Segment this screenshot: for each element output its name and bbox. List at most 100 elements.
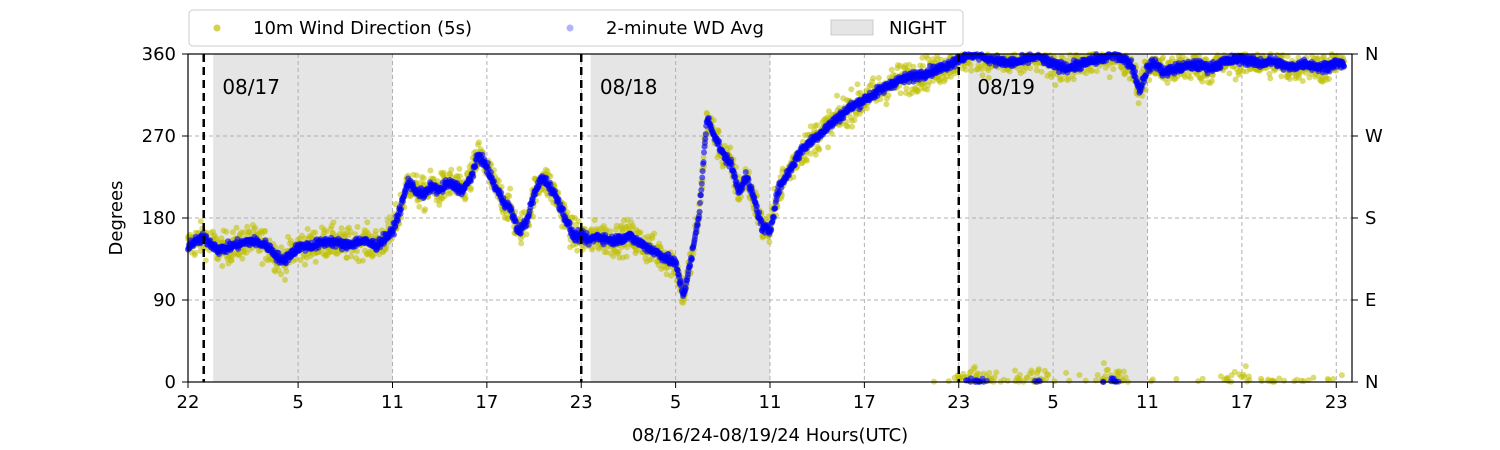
avg-point (699, 174, 706, 181)
raw-point (244, 223, 251, 230)
raw-point (278, 244, 285, 251)
raw-point (422, 206, 429, 213)
raw-point (985, 74, 992, 81)
avg-point (1132, 68, 1139, 75)
raw-point (574, 247, 581, 254)
raw-point (1004, 377, 1011, 384)
avg-point (552, 188, 558, 194)
raw-point (1241, 373, 1247, 380)
raw-point (1016, 371, 1023, 378)
raw-point (1059, 76, 1066, 83)
raw-point (1029, 369, 1036, 376)
avg-point (772, 205, 779, 212)
avg-point (698, 180, 705, 187)
raw-point (1330, 376, 1336, 382)
raw-point (1338, 372, 1345, 379)
raw-point (1266, 70, 1273, 77)
raw-point (1116, 368, 1122, 375)
raw-point (1094, 372, 1101, 378)
avg-point (697, 192, 704, 199)
avg-point (702, 131, 709, 138)
raw-point (1326, 76, 1332, 82)
avg-point (716, 138, 723, 145)
raw-point (710, 117, 717, 124)
raw-point (993, 369, 1000, 376)
raw-point (475, 139, 482, 146)
raw-point (803, 157, 810, 164)
raw-point (633, 247, 640, 253)
avg-point (745, 176, 752, 183)
raw-point (1242, 363, 1249, 370)
raw-point (413, 172, 420, 179)
raw-point (875, 74, 882, 81)
raw-point (192, 249, 199, 256)
avg-point (512, 218, 519, 225)
avg-point (694, 221, 701, 228)
raw-point (304, 226, 311, 232)
avg-point (470, 173, 477, 180)
avg-point (728, 161, 735, 168)
raw-point (637, 229, 644, 236)
raw-point (1299, 78, 1306, 84)
raw-point (338, 225, 345, 232)
raw-point (700, 154, 707, 161)
raw-point (1122, 374, 1129, 381)
raw-point (851, 117, 858, 124)
raw-point (1278, 73, 1285, 80)
raw-point (910, 63, 917, 70)
avg-point (697, 200, 703, 206)
raw-point (440, 169, 447, 176)
raw-point (848, 86, 855, 93)
raw-point (1063, 369, 1070, 376)
raw-point (262, 227, 268, 234)
raw-point (888, 66, 895, 73)
avg-point (523, 222, 530, 229)
raw-point (278, 271, 284, 278)
raw-point (1173, 376, 1180, 382)
raw-point (947, 73, 954, 80)
raw-point (971, 364, 978, 370)
raw-point (727, 144, 734, 151)
raw-point (1106, 74, 1113, 81)
raw-point (239, 255, 246, 262)
raw-point (849, 123, 856, 130)
avg-point (673, 260, 680, 267)
raw-point (924, 86, 931, 93)
raw-point (507, 185, 514, 192)
raw-point (828, 130, 835, 137)
raw-point (903, 85, 910, 92)
raw-point (968, 67, 975, 74)
raw-point (219, 263, 226, 269)
raw-point (812, 151, 819, 158)
raw-point (1284, 53, 1291, 60)
raw-point (246, 229, 253, 236)
raw-point (1231, 368, 1238, 375)
avg-point (786, 172, 792, 179)
avg-point (555, 196, 562, 203)
avg-point (391, 231, 397, 238)
raw-point (372, 228, 379, 234)
avg-point (768, 226, 775, 233)
raw-point (1199, 375, 1206, 382)
raw-point (844, 123, 851, 130)
raw-point (1120, 368, 1127, 375)
raw-point (1267, 75, 1274, 82)
raw-point (629, 222, 636, 229)
raw-point (883, 101, 890, 108)
raw-point (1070, 76, 1077, 83)
raw-point (347, 228, 354, 235)
avg-point (398, 206, 405, 213)
raw-point (364, 219, 371, 226)
raw-point (348, 253, 355, 260)
avg-point (467, 178, 474, 185)
raw-point (354, 248, 360, 255)
avg-point (951, 63, 958, 70)
avg-point (472, 163, 479, 170)
raw-point (312, 229, 319, 236)
raw-point (506, 193, 513, 200)
raw-point (1100, 360, 1107, 367)
raw-point (282, 276, 288, 283)
avg-point (491, 178, 497, 185)
avg-point (701, 149, 707, 156)
avg-point (566, 220, 573, 227)
